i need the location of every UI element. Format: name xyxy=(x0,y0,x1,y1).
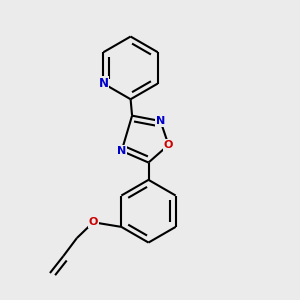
Text: O: O xyxy=(88,217,98,227)
Text: O: O xyxy=(164,140,173,150)
Text: N: N xyxy=(98,77,108,90)
Text: N: N xyxy=(117,146,126,156)
Text: N: N xyxy=(156,116,165,126)
